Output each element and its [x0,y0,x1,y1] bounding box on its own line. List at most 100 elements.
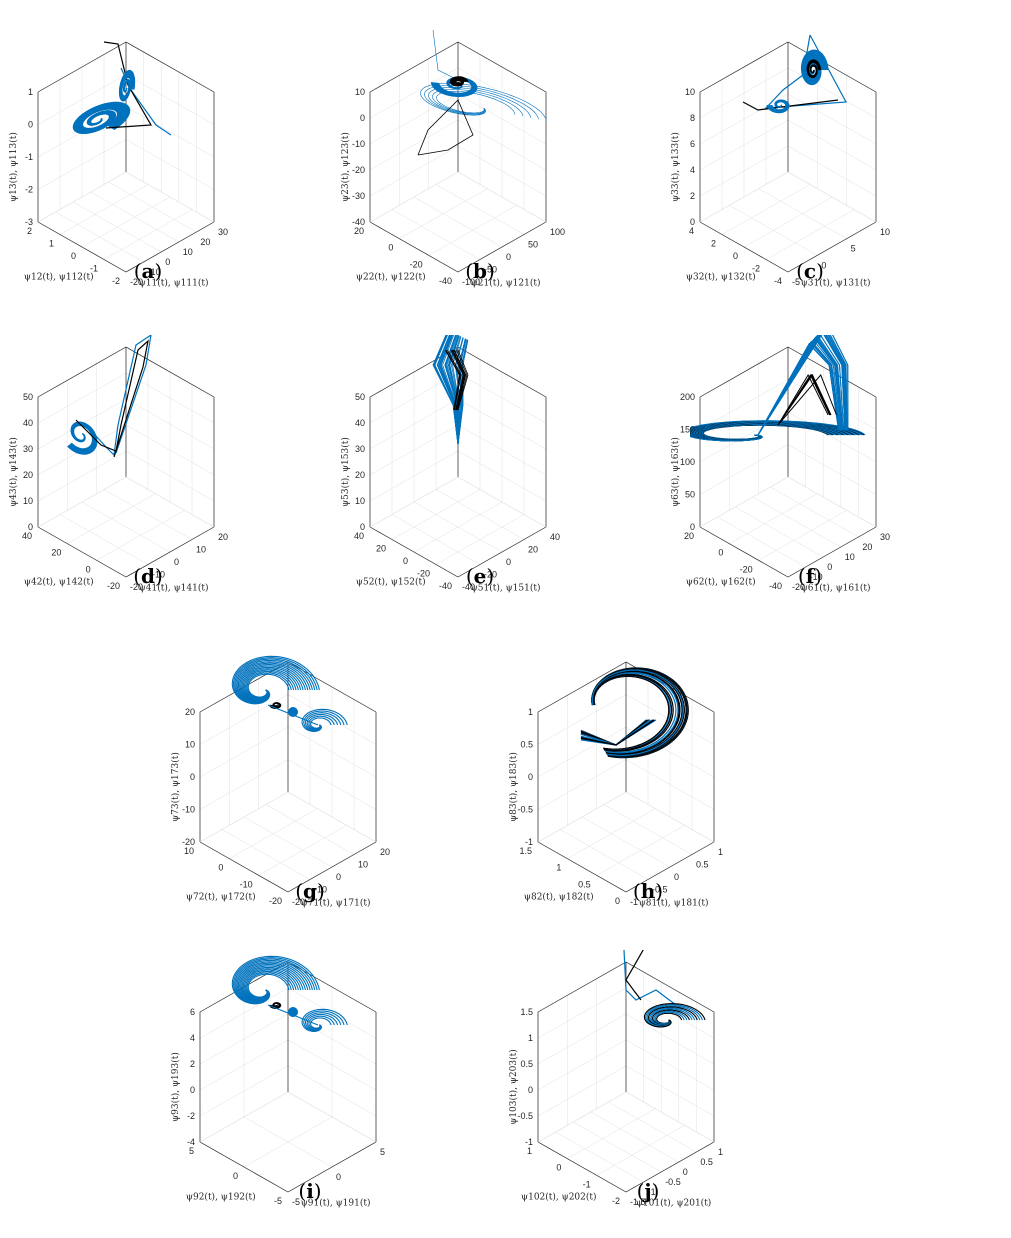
z-tick-label: 10 [685,87,695,97]
z-axis-label: ψ93(t), ψ193(t) [170,1052,181,1122]
gridline [537,1065,627,1117]
gridline [391,489,481,540]
gridline [125,139,215,190]
z-tick-label: 4 [190,1033,195,1043]
x-tick-label: 0 [683,1167,688,1177]
z-axis-label: ψ63(t), ψ163(t) [670,437,681,507]
floor-axes [369,526,547,578]
x-tick-label: 20 [380,847,390,857]
x-tick-label: 1 [718,1147,723,1157]
y-axis-label: ψ82(t), ψ182(t) [524,892,594,903]
response-trajectory [267,704,319,726]
y-axis-label: ψ32(t), ψ132(t) [686,272,756,283]
x-tick-label: 10 [196,545,206,555]
x-tick-label: 100 [550,227,565,237]
x-tick-label: 30 [880,532,890,542]
drive-trajectory [806,59,822,79]
z-tick-label: 0 [528,772,533,782]
panel-c: 0 2 4 6 8 10 -4 -2 0 2 4 -5 0 5 10 ψ33(t), ψ133(t) ψ32(t… [670,34,890,289]
gridline [537,759,627,810]
x-tick-label: 10 [845,552,855,562]
gridline [537,726,627,778]
y-tick-label: 4 [689,226,694,236]
y-tick-label: -20 [740,564,753,574]
response-trajectory [757,335,845,436]
y-tick-label: 40 [354,531,364,541]
gridline [537,1013,627,1065]
y-tick-label: 1 [527,1146,532,1156]
response-trajectory [432,89,524,117]
x-tick-label: -20 [292,897,305,907]
z-tick-label: -0.5 [517,1111,533,1121]
x-tick-label: 0 [674,872,679,882]
z-axis-label: ψ23(t), ψ123(t) [340,132,351,202]
gridline [199,759,289,810]
attractor-i [231,955,348,1032]
floor-axes [699,526,877,578]
gridline [603,804,693,855]
floor-axes [199,1141,377,1193]
z-tick-label: 2 [690,191,695,201]
gridline [735,506,824,558]
response-trajectory [757,342,840,436]
x-tick-label: -10 [810,572,823,582]
z-tick-label: -0.5 [517,805,533,815]
attractor-g [231,655,348,732]
attractor-f [690,335,866,442]
z-tick-label: -4 [187,1137,195,1147]
drive-trajectory [742,99,839,111]
y-tick-label: -1 [90,264,98,274]
gridline [413,196,503,248]
response-trajectory [457,338,466,446]
gridline [625,1065,715,1117]
response-trajectory [623,950,677,1006]
panel-label: (b) [465,259,495,283]
y-tick-label: 20 [354,226,364,236]
z-tick-label: 100 [680,457,695,467]
gridline [752,496,841,548]
x-axis-label: ψ101(t), ψ201(t) [636,1198,711,1209]
response-trajectory [757,335,843,436]
z-tick-label: 0.5 [520,1059,533,1069]
x-tick-label: 0 [336,1172,341,1182]
gridline [717,516,806,568]
panel-d: 0 10 20 30 40 50 -20 0 20 40 -20 -10 0 10 20 ψ43(t), ψ1… [8,335,228,594]
gridline [81,501,171,553]
floor-axes [537,1141,715,1193]
gridline [199,694,289,745]
x-axis-label: ψ61(t), ψ161(t) [801,583,871,594]
gridline [787,119,877,171]
floor-back [369,171,547,223]
floor-axes [537,841,715,893]
z-tick-label: 0 [360,522,365,532]
y-tick-label: 0 [218,863,223,873]
gridline [699,444,789,495]
gridline [243,816,333,868]
x-tick-label: -20 [484,570,497,580]
z-tick-label: 4 [690,165,695,175]
z-tick-label: -1 [525,1137,533,1147]
attractor-j [623,950,706,1028]
drive-trajectory [417,99,474,156]
x-tick-label: -10 [152,570,165,580]
x-tick-label: -5 [292,1197,300,1207]
floor-back [537,791,715,843]
x-tick-label: 0 [506,557,511,567]
shell-trajectory [591,667,688,758]
response-trajectory [85,335,152,457]
gridline [391,209,481,260]
y-tick-label: -40 [439,276,452,286]
z-tick-label: 50 [685,490,695,500]
panel-label: (i) [298,1179,321,1203]
gridline [537,1039,627,1091]
z-tick-label: -40 [352,217,365,227]
z-axis-label: ψ33(t), ψ133(t) [670,132,681,202]
gridline [770,486,859,538]
x-tick-label: -40 [462,582,475,592]
gridline [243,1116,333,1168]
floor-back [369,476,547,528]
x-tick-label: -0.5 [665,1177,681,1187]
x-tick-label: 0.5 [696,860,709,870]
